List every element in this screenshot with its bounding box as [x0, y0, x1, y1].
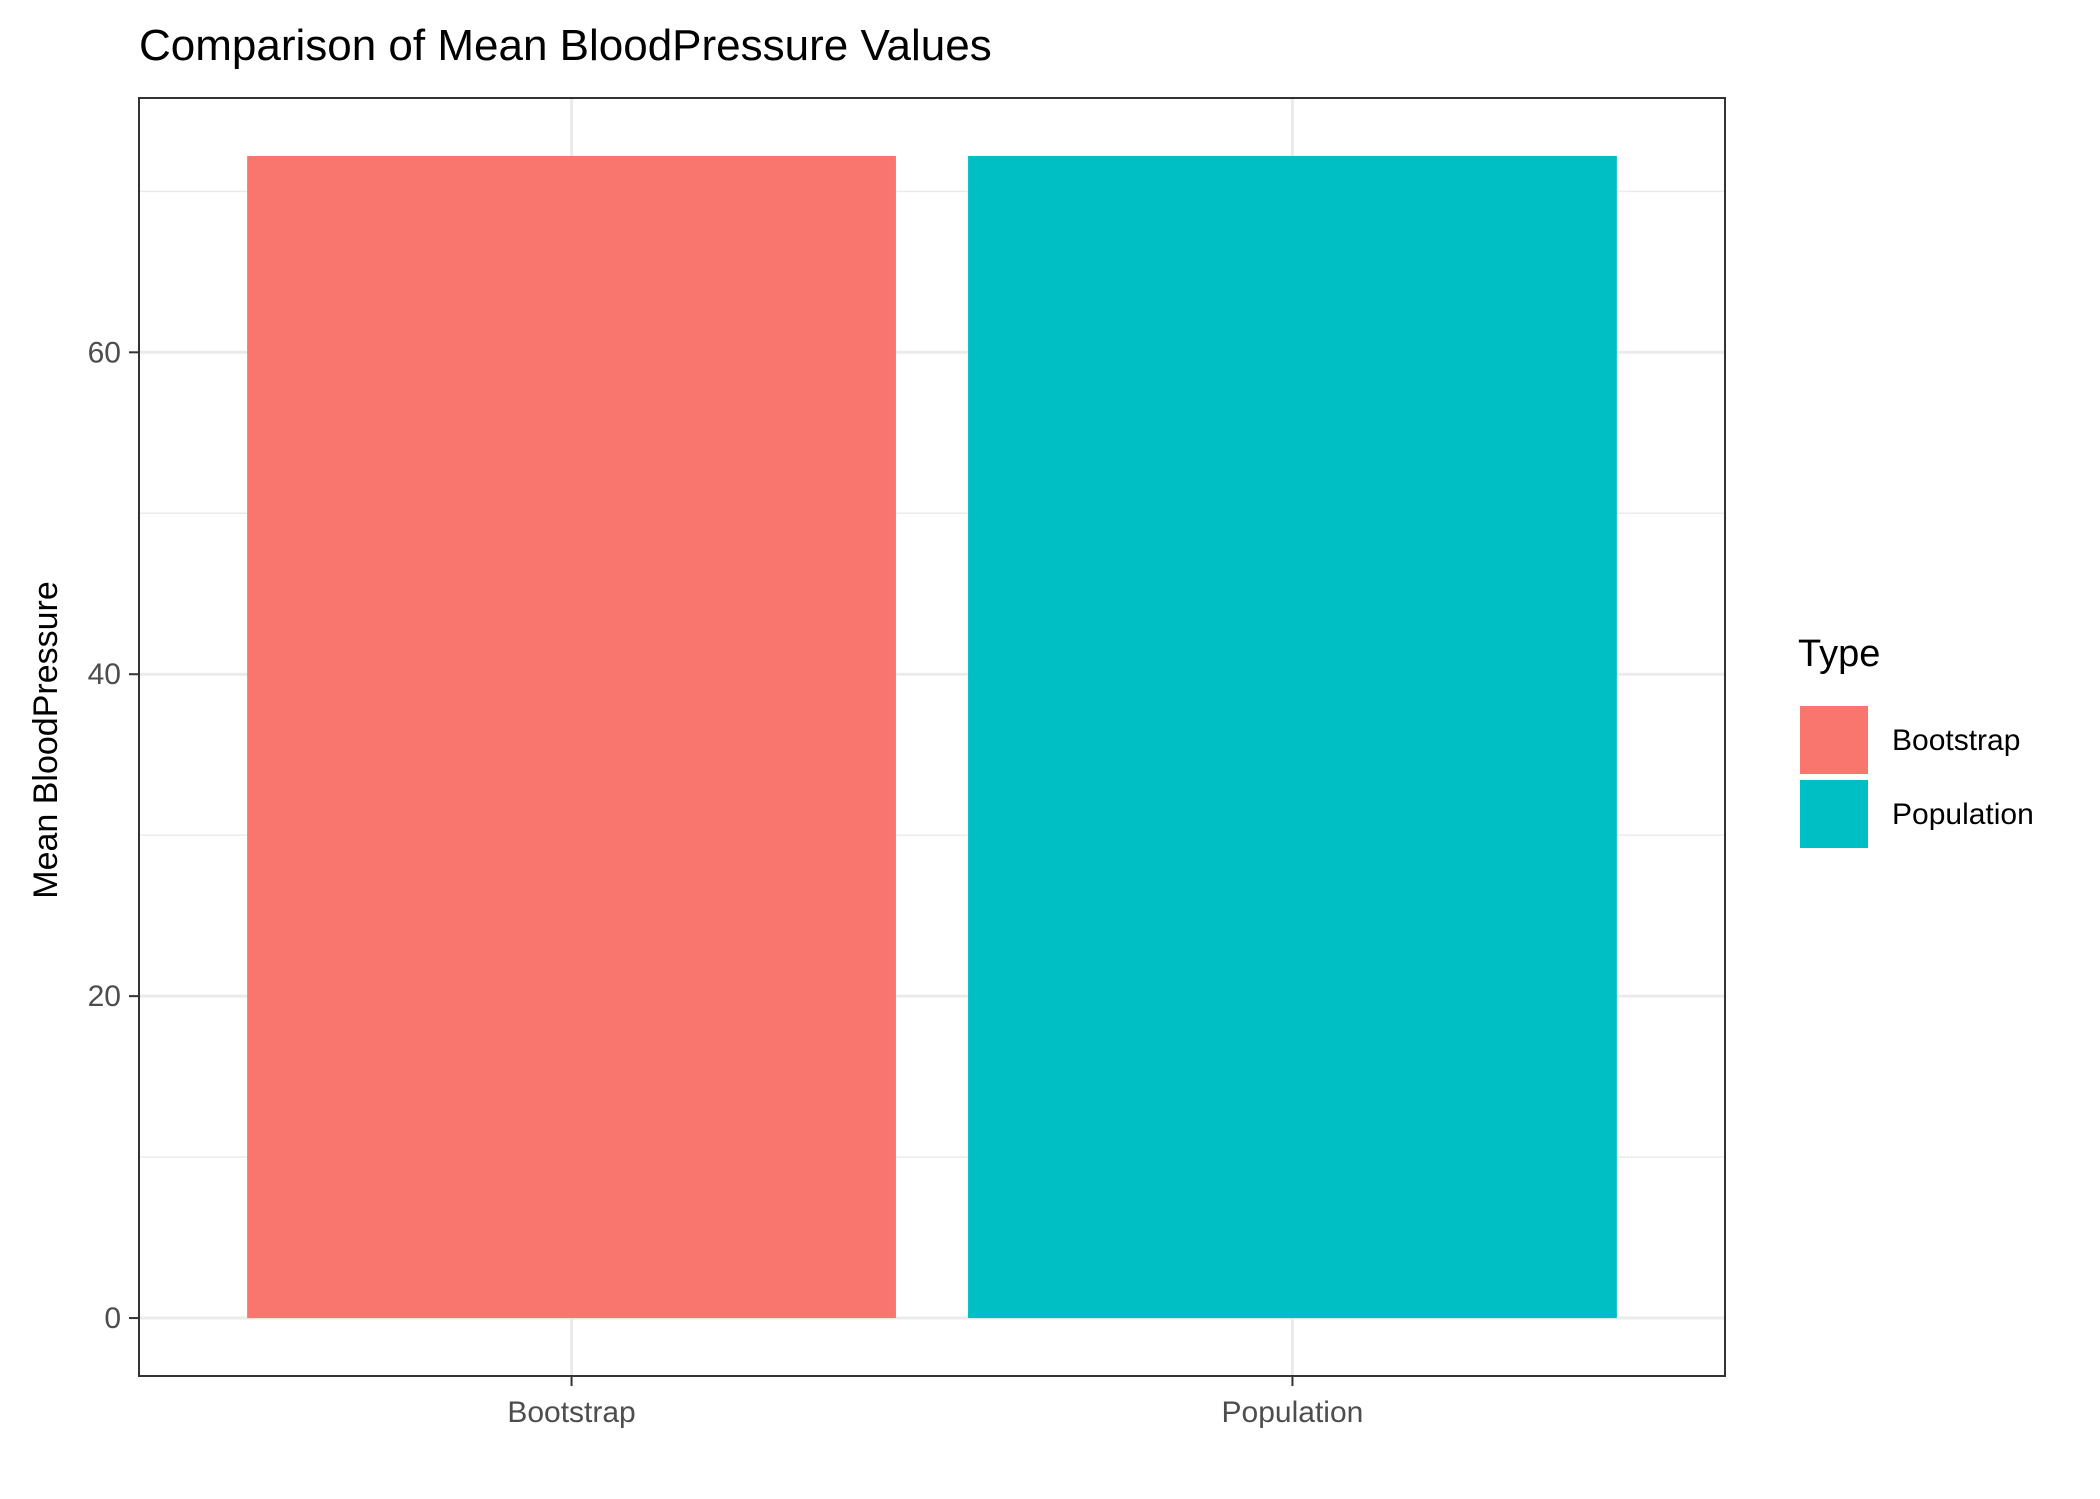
bar-bootstrap [247, 155, 896, 1319]
legend-key-population [1800, 780, 1868, 848]
legend-key-bootstrap [1800, 706, 1868, 774]
legend: Type Bootstrap Population [1798, 633, 2034, 848]
bars [247, 155, 1617, 1319]
x-tick-label: Population [1222, 1396, 1364, 1429]
legend-entries: Bootstrap Population [1800, 706, 2034, 848]
legend-label: Bootstrap [1892, 724, 2020, 757]
chart-title: Comparison of Mean BloodPressure Values [139, 21, 992, 70]
y-tick-label: 20 [88, 980, 121, 1013]
y-tick-label: 60 [88, 336, 121, 369]
plot-panel [138, 97, 1726, 1377]
plot-panel-border [138, 97, 1726, 1377]
y-axis: 0 20 40 60 [88, 336, 139, 1335]
legend-title: Type [1798, 633, 1880, 675]
x-axis: Bootstrap Population [507, 1376, 1363, 1429]
x-tick-label: Bootstrap [507, 1396, 635, 1429]
bar-population [968, 155, 1617, 1319]
y-axis-title: Mean BloodPressure [27, 581, 65, 899]
legend-label: Population [1892, 798, 2034, 831]
y-tick-label: 40 [88, 658, 121, 691]
y-tick-label: 0 [104, 1302, 121, 1335]
